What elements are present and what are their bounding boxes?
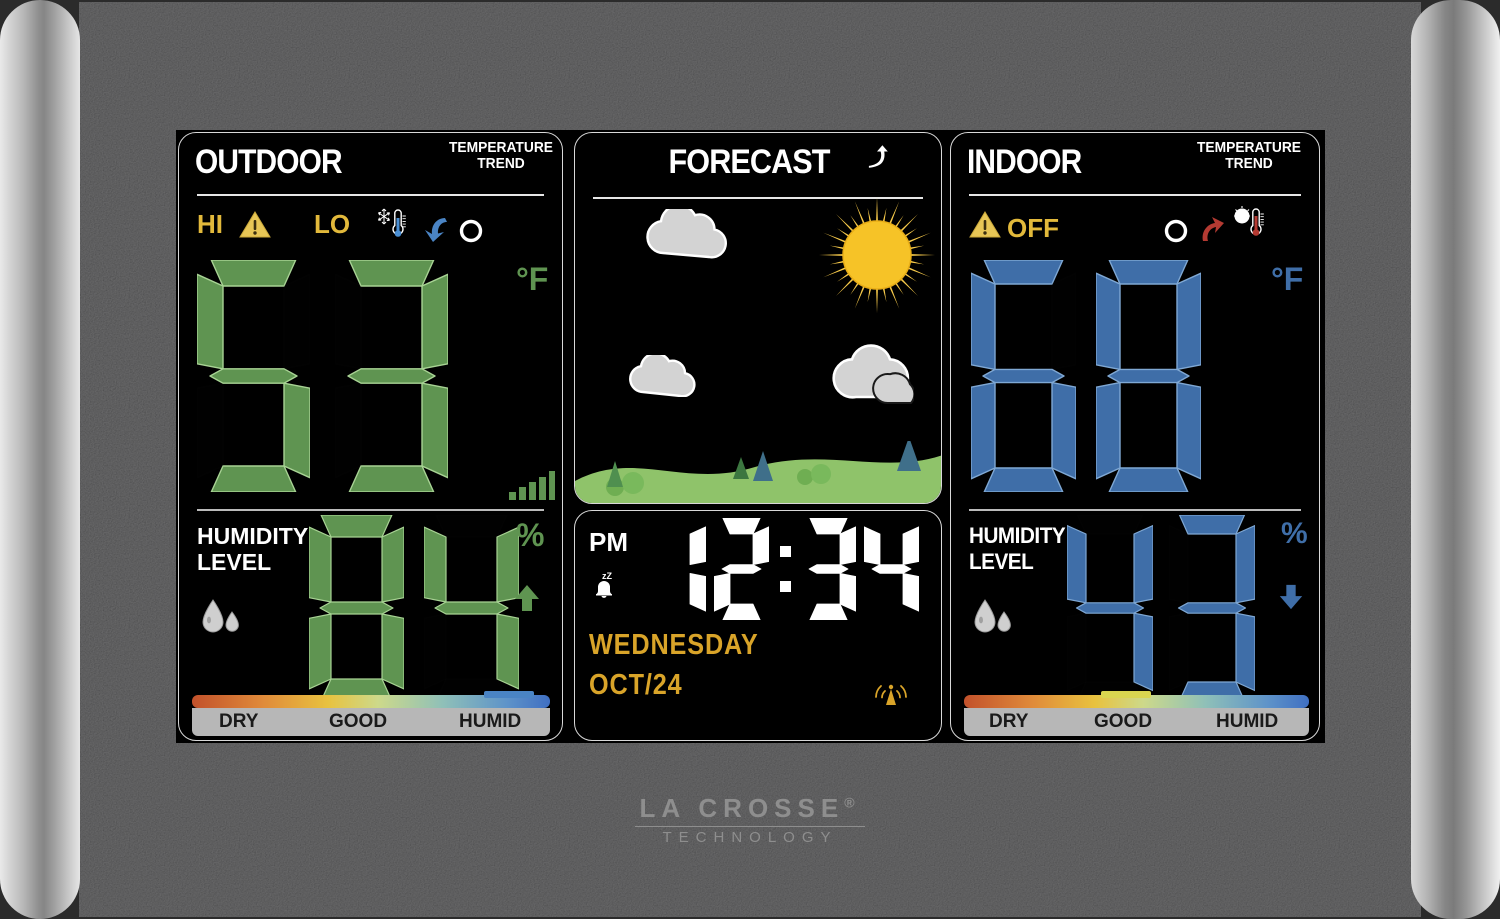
svg-text:zZ: zZ bbox=[602, 571, 613, 581]
